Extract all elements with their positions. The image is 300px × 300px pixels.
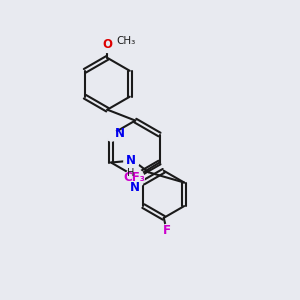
Text: N: N bbox=[126, 154, 136, 167]
Text: H: H bbox=[127, 168, 134, 178]
Text: CF₃: CF₃ bbox=[124, 171, 146, 184]
Text: CH₃: CH₃ bbox=[116, 36, 135, 46]
Text: F: F bbox=[163, 224, 171, 237]
Text: O: O bbox=[102, 38, 112, 51]
Text: N: N bbox=[130, 181, 140, 194]
Text: N: N bbox=[115, 128, 125, 140]
